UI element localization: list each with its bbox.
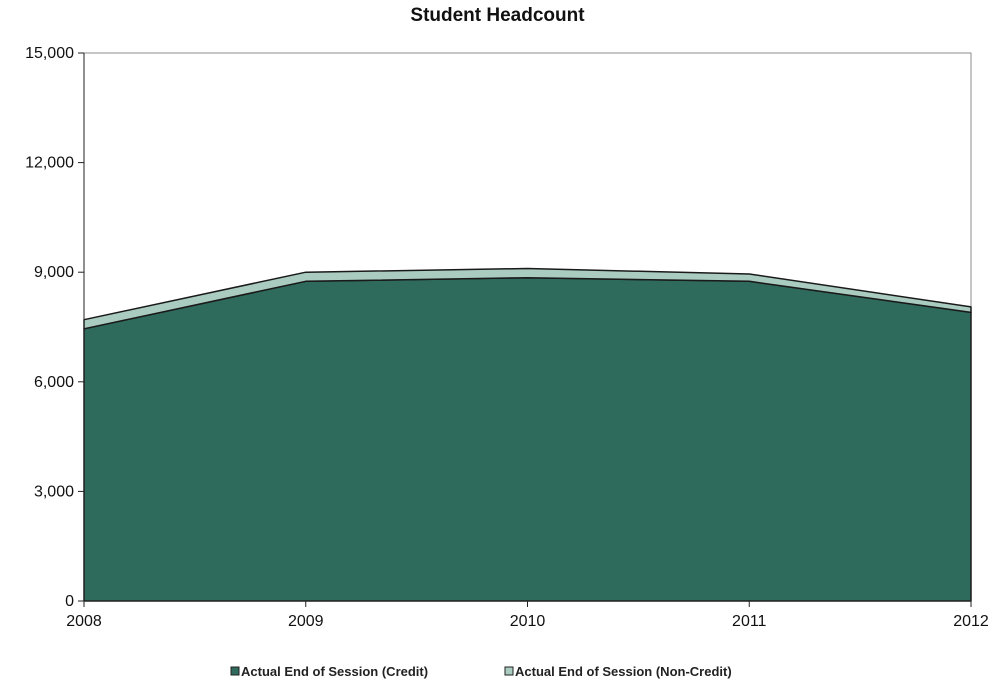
x-tick-label: 2009	[288, 613, 324, 630]
area-series-2	[83, 267, 972, 330]
y-tick-label: 9,000	[34, 264, 74, 281]
chart-title: Student Headcount	[410, 5, 585, 26]
legend-swatch-1	[230, 666, 240, 676]
axis-layer: 0 3,000 6,000 9,000 12,000 15,000 2008 2009 2010…	[25, 45, 989, 630]
plot-layer	[83, 52, 972, 602]
x-tick-label: 2010	[510, 613, 546, 630]
legend-label-2: Actual End of Session (Non-Credit)	[515, 664, 732, 679]
x-tick-label: 2008	[66, 613, 102, 630]
legend-swatch-2	[504, 666, 514, 676]
area-series-1	[83, 276, 972, 602]
y-tick-label: 0	[65, 593, 74, 610]
x-tick-label: 2012	[953, 613, 989, 630]
legend: Actual End of Session (Credit) Actual End…	[230, 664, 732, 679]
y-tick-label: 12,000	[25, 155, 74, 172]
legend-label-1: Actual End of Session (Credit)	[241, 664, 428, 679]
y-tick-label: 6,000	[34, 374, 74, 391]
y-tick-label: 3,000	[34, 483, 74, 500]
y-tick-label: 15,000	[25, 45, 74, 62]
x-tick-label: 2011	[732, 613, 767, 630]
